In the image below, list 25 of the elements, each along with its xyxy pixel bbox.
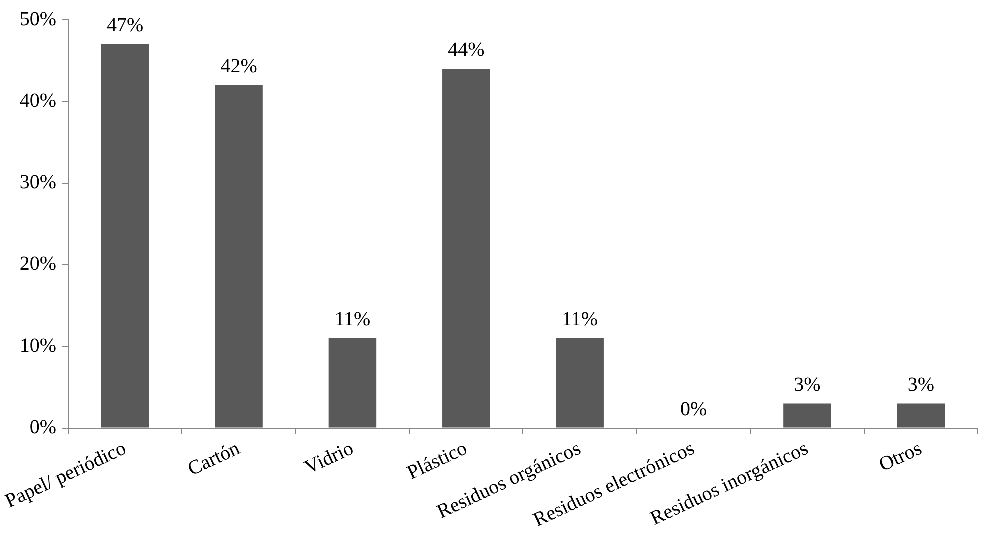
data-label: 47% xyxy=(106,14,144,37)
y-tick-label: 0% xyxy=(30,416,56,439)
bar xyxy=(556,338,604,428)
bar xyxy=(784,404,832,428)
data-label: 44% xyxy=(448,39,485,62)
x-tick-label: Vidrio xyxy=(302,438,358,480)
bar xyxy=(442,68,490,428)
y-tick-label: 10% xyxy=(20,334,56,357)
x-tick-label: Cartón xyxy=(184,438,244,480)
y-tick-label: 50% xyxy=(20,8,56,30)
bar xyxy=(328,338,377,428)
data-label: 3% xyxy=(908,374,934,396)
data-label: 42% xyxy=(220,56,258,78)
y-tick-label: 40% xyxy=(20,90,56,112)
data-label: 3% xyxy=(794,374,821,396)
y-tick-label: 20% xyxy=(20,253,56,276)
data-label: 0% xyxy=(680,398,708,421)
data-label: 11% xyxy=(562,308,598,331)
data-label: 11% xyxy=(334,308,371,331)
bar xyxy=(897,404,946,428)
y-tick-label: 30% xyxy=(20,172,56,194)
bar xyxy=(101,44,150,428)
x-tick-label: Plástico xyxy=(404,438,471,484)
x-tick-label: Otros xyxy=(876,437,926,476)
bar xyxy=(215,85,263,428)
